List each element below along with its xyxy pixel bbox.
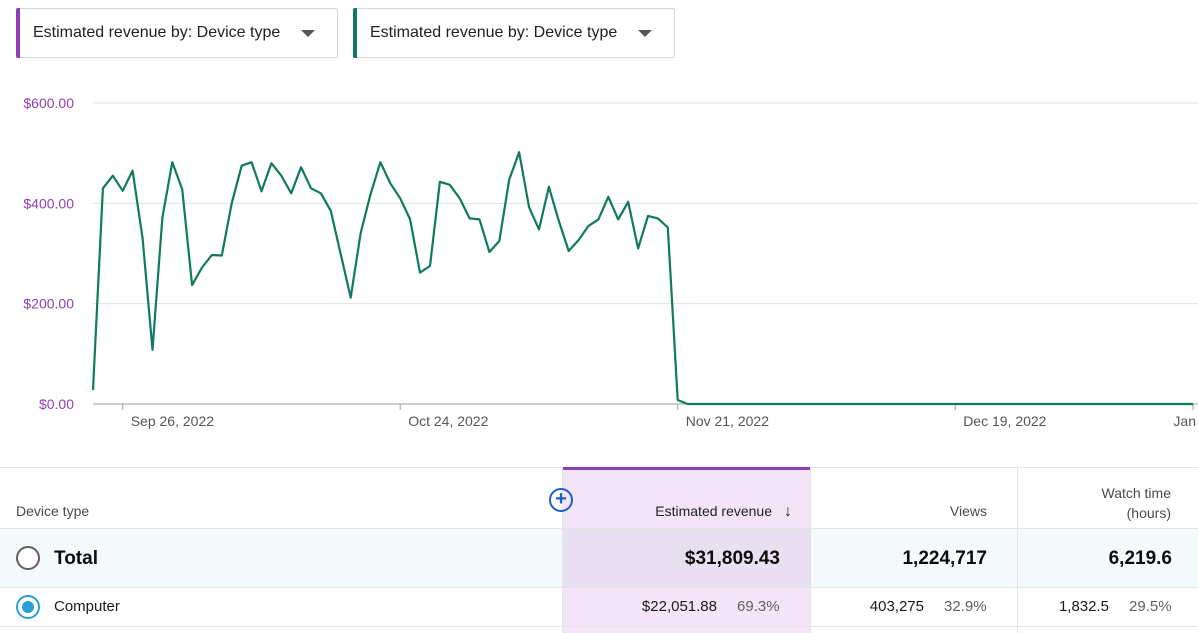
y-tick-label: $200.00 xyxy=(23,296,74,312)
metric-dropdown-primary[interactable]: Estimated revenue by: Device type xyxy=(16,8,338,58)
computer-watch-time: 1,832.5 xyxy=(1058,598,1109,615)
header-watch-time-line2: (hours) xyxy=(1126,505,1171,521)
computer-watch-time-pct: 29.5% xyxy=(1129,598,1172,615)
x-tick-label: Jan xyxy=(1173,413,1196,429)
y-tick-label: $0.00 xyxy=(39,396,74,412)
header-estimated-revenue-label: Estimated revenue xyxy=(655,503,772,519)
computer-radio[interactable] xyxy=(16,595,40,619)
x-tick-label: Sep 26, 2022 xyxy=(131,413,215,429)
x-tick-label: Dec 19, 2022 xyxy=(963,413,1046,429)
x-tick-label: Oct 24, 2022 xyxy=(408,413,488,429)
primary-accent-bar xyxy=(16,8,20,58)
total-watch-time: 6,219.6 xyxy=(1108,548,1172,569)
header-estimated-revenue[interactable]: Estimated revenue ↓ xyxy=(580,503,792,521)
row-label-computer: Computer xyxy=(54,598,120,615)
x-tick-label: Nov 21, 2022 xyxy=(686,413,769,429)
chevron-down-icon xyxy=(638,30,652,37)
arrow-down-icon: ↓ xyxy=(784,503,792,520)
series-line-estimated-revenue xyxy=(91,151,1193,406)
computer-views: 403,275 xyxy=(869,598,924,615)
secondary-accent-bar xyxy=(353,8,357,58)
total-views: 1,224,717 xyxy=(902,548,987,569)
computer-revenue: $22,051.88 xyxy=(641,598,717,615)
total-revenue: $31,809.43 xyxy=(684,548,780,569)
total-row-selected-cell xyxy=(562,529,810,587)
secondary-dropdown-label: Estimated revenue by: Device type xyxy=(370,24,618,41)
header-device-type[interactable]: Device type xyxy=(16,503,90,519)
metric-dropdown-secondary[interactable]: Estimated revenue by: Device type xyxy=(353,8,675,58)
computer-views-pct: 32.9% xyxy=(944,598,987,615)
total-radio[interactable] xyxy=(16,546,40,570)
add-metric-icon[interactable]: + xyxy=(549,488,573,512)
primary-dropdown-label: Estimated revenue by: Device type xyxy=(33,24,281,41)
computer-revenue-pct: 69.3% xyxy=(737,598,780,615)
selected-metric-indicator xyxy=(562,467,810,470)
header-watch-time[interactable]: Watch time (hours) xyxy=(1030,483,1172,523)
header-views[interactable]: Views xyxy=(949,503,987,519)
revenue-line-chart: $600.00 $400.00 $200.00 $0.00 Sep 26, 2022 Oc… xyxy=(23,95,1198,429)
total-label: Total xyxy=(54,548,98,569)
chevron-down-icon xyxy=(301,30,315,37)
header-watch-time-line1: Watch time xyxy=(1101,485,1172,501)
y-tick-label: $400.00 xyxy=(23,195,74,211)
y-tick-label: $600.00 xyxy=(23,95,74,111)
